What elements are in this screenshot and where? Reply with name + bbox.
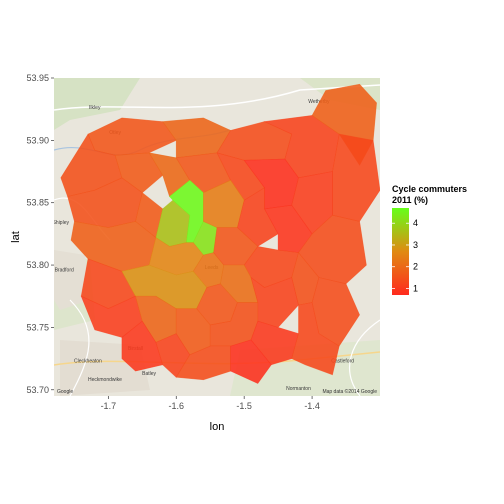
x-axis: -1.7 -1.6 -1.5 -1.4 [101,396,320,411]
region-methley [291,302,340,376]
basemap-green-area [54,78,140,130]
x-tick-label: -1.4 [304,401,320,411]
map-logo: Google [57,389,73,395]
basemap-urban-area [54,250,90,310]
region-yeadon [114,152,164,194]
basemap-road [349,319,380,396]
region-stanley [230,339,272,384]
y-axis: 53.70 53.75 53.80 53.85 53.90 53.95 [26,73,54,395]
basemap-road [69,299,90,396]
legend-title-line-1: Cycle commuters [392,184,467,194]
x-tick-label: -1.6 [168,401,184,411]
legend-tick-label: 4 [413,218,418,228]
x-axis-title: lon [210,421,225,433]
y-axis-title: lat [10,231,22,243]
basemap-road [54,84,380,111]
y-tick-label: 53.85 [26,198,49,208]
basemap-place-label: Bradford [55,267,74,273]
y-tick-label: 53.80 [26,260,49,270]
legend-tick-label: 2 [413,262,418,272]
basemap-place-label: Ilkley [89,105,101,111]
basemap-place-label: Normanton [286,386,311,392]
legend-ticks: 1 2 3 4 [392,218,418,293]
y-tick-label: 53.75 [26,322,49,332]
y-tick-label: 53.70 [26,385,49,395]
basemap-place-label: Heckmondwike [88,377,122,383]
basemap-place-label: Shipley [53,220,70,226]
basemap-place-label: Batley [142,371,156,377]
legend: Cycle commuters 2011 (%) 1 2 3 4 [392,184,467,295]
legend-colorbar [392,208,409,295]
legend-title-line-2: 2011 (%) [392,195,428,205]
basemap-place-label: Castleford [331,358,354,364]
basemap: IlkleyOtleyWetherbyShipleyBradfordCleckh… [53,78,380,396]
basemap-place-label: Cleckheaton [74,358,102,364]
y-tick-label: 53.90 [26,135,49,145]
legend-tick-label: 3 [413,240,418,250]
choropleth-regions [60,83,380,384]
map-credit: Map data ©2014 Google [322,388,377,395]
x-tick-label: -1.5 [236,401,252,411]
y-tick-label: 53.95 [26,73,49,83]
legend-tick-label: 1 [413,283,418,293]
x-tick-label: -1.7 [101,401,117,411]
